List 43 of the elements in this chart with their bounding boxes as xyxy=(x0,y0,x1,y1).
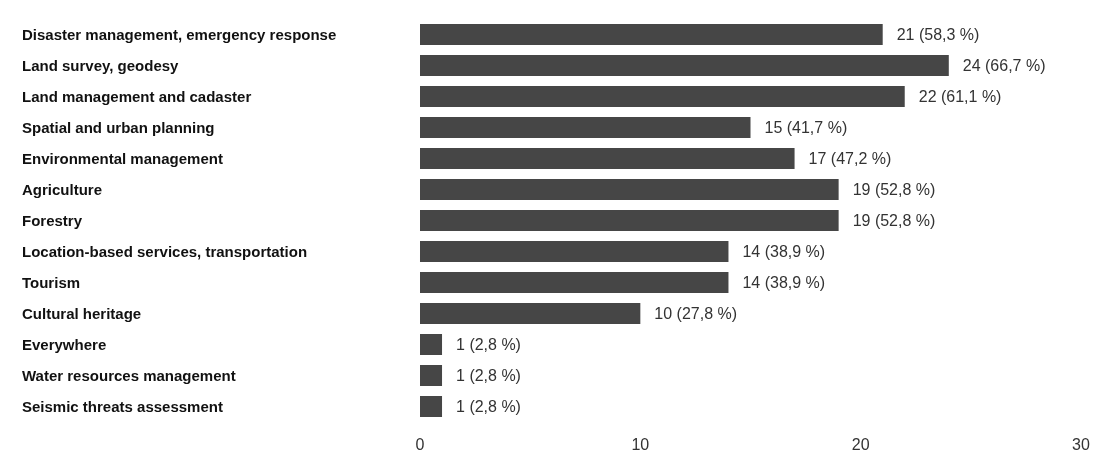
y-tick-label: Land survey, geodesy xyxy=(22,57,180,74)
bar xyxy=(420,334,443,355)
bar xyxy=(420,24,883,45)
data-label: 14 (38,9 %) xyxy=(742,274,826,291)
bar xyxy=(420,365,443,386)
y-tick-label: Spatial and urban planning xyxy=(22,119,215,136)
y-tick-label: Location-based services, transportation xyxy=(22,243,308,260)
x-tick-label: 10 xyxy=(631,435,650,453)
data-label: 1 (2,8 %) xyxy=(456,367,521,384)
bar xyxy=(420,148,795,169)
data-label: 1 (2,8 %) xyxy=(456,398,521,415)
data-label: 24 (66,7 %) xyxy=(962,57,1046,74)
data-label: 14 (38,9 %) xyxy=(742,243,826,260)
y-tick-label: Cultural heritage xyxy=(22,305,142,322)
data-label: 19 (52,8 %) xyxy=(852,181,936,198)
data-label: 10 (27,8 %) xyxy=(654,305,738,322)
x-tick-label: 20 xyxy=(851,435,870,453)
data-label: 21 (58,3 %) xyxy=(896,26,980,43)
y-tick-label: Disaster management, emergency response xyxy=(22,26,337,43)
bar xyxy=(420,241,729,262)
y-tick-label: Land management and cadaster xyxy=(22,88,252,105)
x-tick-label: 30 xyxy=(1072,435,1090,453)
y-tick-label: Forestry xyxy=(22,212,83,229)
bar xyxy=(420,55,949,76)
bar xyxy=(420,396,443,417)
y-tick-label: Tourism xyxy=(22,274,81,291)
x-tick-label: 0 xyxy=(415,435,425,453)
bar xyxy=(420,272,729,293)
y-tick-label: Agriculture xyxy=(22,181,103,198)
data-label: 17 (47,2 %) xyxy=(808,150,892,167)
bar xyxy=(420,210,839,231)
bar xyxy=(420,179,839,200)
y-tick-label: Water resources management xyxy=(22,367,236,384)
bar xyxy=(420,303,641,324)
y-tick-label: Environmental management xyxy=(22,150,223,167)
data-label: 19 (52,8 %) xyxy=(852,212,936,229)
bar xyxy=(420,117,751,138)
data-label: 1 (2,8 %) xyxy=(456,336,521,353)
y-tick-label: Everywhere xyxy=(22,336,107,353)
data-label: 22 (61,1 %) xyxy=(918,88,1002,105)
data-label: 15 (41,7 %) xyxy=(764,119,848,136)
bar xyxy=(420,86,905,107)
y-tick-label: Seismic threats assessment xyxy=(22,398,223,415)
